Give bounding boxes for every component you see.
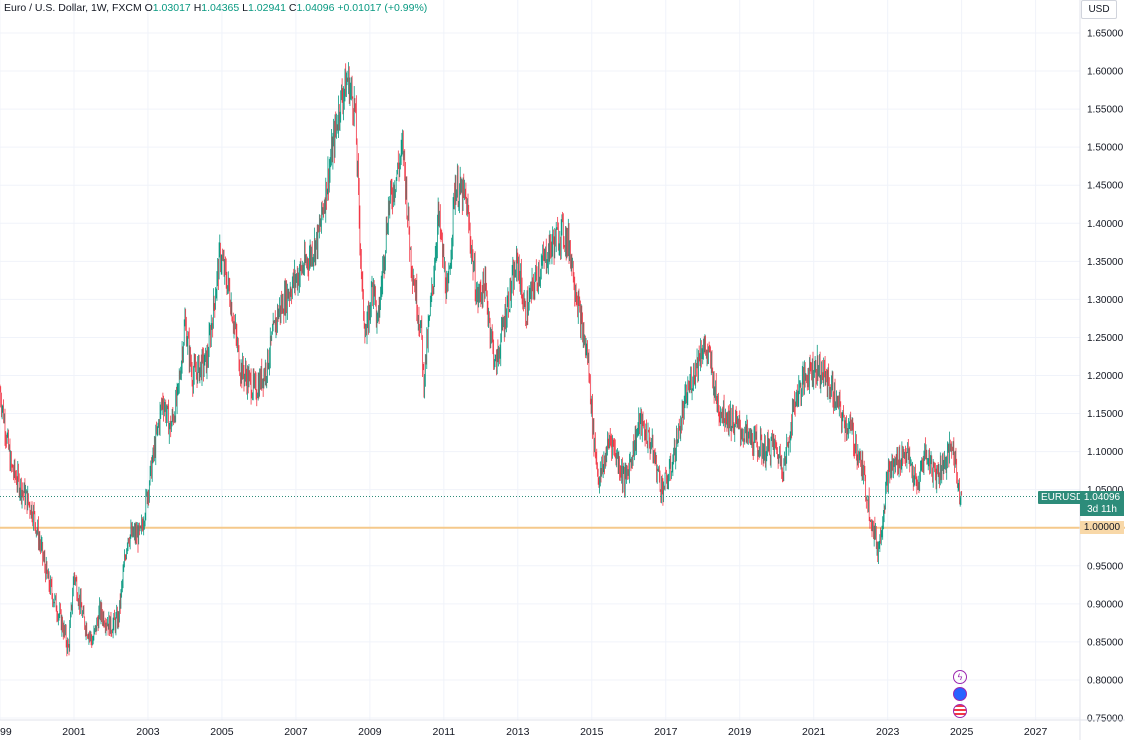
change-value: +0.01017 (+0.99%) (337, 2, 428, 14)
x-tick-label: 2017 (654, 726, 678, 738)
x-tick-label: 2003 (136, 726, 160, 738)
last-price-label: 1.04096 (1080, 491, 1124, 504)
y-tick-label: 0.95000 (1087, 561, 1124, 572)
y-tick-label: 1.35000 (1087, 257, 1124, 268)
y-tick-label: 1.60000 (1087, 67, 1124, 78)
parity-price-label: 1.00000 (1080, 521, 1124, 534)
y-tick-label: 1.20000 (1087, 371, 1124, 382)
y-tick-label: 0.90000 (1087, 599, 1124, 610)
symbol-title: Euro / U.S. Dollar, 1W, FXCM (4, 2, 142, 14)
x-tick-label: 2009 (358, 726, 382, 738)
x-tick-label: 2019 (728, 726, 752, 738)
high-label: H (193, 2, 202, 14)
x-tick-label: 2027 (1024, 726, 1048, 738)
x-tick-label: 2013 (506, 726, 530, 738)
y-tick-label: 1.05000 (1087, 485, 1124, 496)
low-value: 1.02941 (248, 2, 286, 14)
x-tick-label: 2007 (284, 726, 308, 738)
x-tick-label: 2023 (876, 726, 900, 738)
lightning-icon[interactable]: ϟ (953, 670, 967, 684)
high-value: 1.04365 (201, 2, 240, 14)
low-label: L (242, 2, 249, 14)
y-tick-label: 1.25000 (1087, 333, 1124, 344)
y-tick-label: 1.50000 (1087, 143, 1124, 154)
y-tick-label: 1.10000 (1087, 447, 1124, 458)
x-tick-label: 2005 (210, 726, 234, 738)
y-tick-label: 0.85000 (1087, 637, 1124, 648)
open-value: 1.03017 (152, 2, 191, 14)
symbol-legend: Euro / U.S. Dollar, 1W, FXCM O1.03017 H1… (4, 1, 427, 15)
currency-button[interactable]: USD (1081, 0, 1117, 19)
countdown-label: 3d 11h (1080, 503, 1124, 516)
close-value: 1.04096 (296, 2, 335, 14)
y-tick-label: 1.40000 (1087, 219, 1124, 230)
us-flag-icon[interactable] (953, 704, 967, 718)
y-tick-label: 1.55000 (1087, 105, 1124, 116)
x-tick-label: 2015 (580, 726, 604, 738)
x-tick-label: 99 (0, 726, 12, 738)
y-tick-label: 0.75000 (1087, 714, 1124, 725)
x-tick-label: 2001 (62, 726, 86, 738)
y-tick-label: 1.15000 (1087, 409, 1124, 420)
y-tick-label: 1.65000 (1087, 29, 1124, 40)
x-tick-label: 2025 (950, 726, 974, 738)
x-tick-label: 2011 (433, 726, 456, 738)
y-tick-label: 1.30000 (1087, 295, 1124, 306)
eu-flag-icon[interactable] (953, 687, 967, 701)
symbol-price-tag: EURUSD (1038, 491, 1087, 504)
close-label: C (288, 2, 297, 14)
x-tick-label: 2021 (802, 726, 826, 738)
open-label: O (144, 2, 153, 14)
y-tick-label: 0.80000 (1087, 675, 1124, 686)
y-tick-label: 1.45000 (1087, 181, 1124, 192)
